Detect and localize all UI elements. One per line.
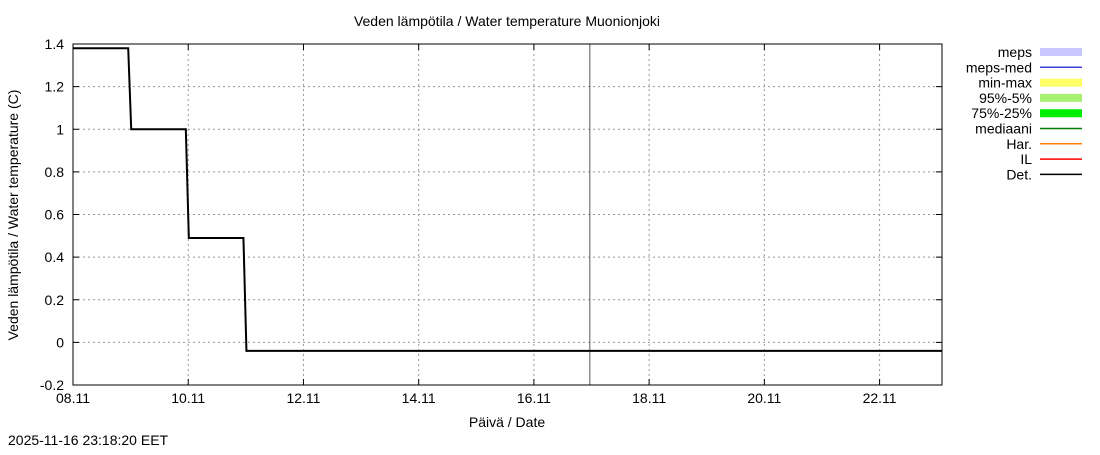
y-tick-label: 0.6 (45, 207, 65, 223)
y-tick-label: 1.2 (45, 79, 65, 95)
legend-label: mediaani (975, 121, 1032, 137)
series-line-det (73, 47, 942, 352)
x-tick-label: 14.11 (402, 390, 436, 406)
x-tick-label: 10.11 (171, 390, 205, 406)
x-tick-label: 12.11 (286, 390, 320, 406)
x-tick-label: 20.11 (747, 390, 781, 406)
legend-label: meps (998, 44, 1032, 60)
x-tick-label: 08.11 (56, 390, 90, 406)
y-tick-label: 0 (56, 334, 64, 350)
y-tick-label: 0.2 (45, 292, 65, 308)
timestamp: 2025-11-16 23:18:20 EET (8, 432, 169, 448)
x-tick-label: 22.11 (863, 390, 897, 406)
legend-label: IL (1020, 151, 1032, 167)
x-tick-label: 16.11 (517, 390, 551, 406)
x-axis-label: Päivä / Date (469, 414, 545, 430)
y-tick-label: 1 (56, 121, 64, 137)
y-axis-label: Veden lämpötila / Water temperature (C) (5, 90, 21, 341)
y-tick-label: 0.8 (45, 164, 65, 180)
legend-label: min-max (978, 75, 1032, 91)
legend-label: 95%-5% (979, 90, 1032, 106)
y-tick-label: 0.4 (45, 249, 65, 265)
plot-frame (72, 43, 943, 386)
legend-label: meps-med (966, 59, 1032, 75)
y-tick-label: 1.4 (45, 36, 65, 52)
legend-label: 75%-25% (971, 105, 1032, 121)
x-tick-label: 18.11 (632, 390, 666, 406)
legend-label: Det. (1006, 166, 1032, 182)
chart-title: Veden lämpötila / Water temperature Muon… (354, 13, 660, 29)
legend-label: Har. (1006, 136, 1032, 152)
y-tick-label: -0.2 (40, 377, 64, 393)
